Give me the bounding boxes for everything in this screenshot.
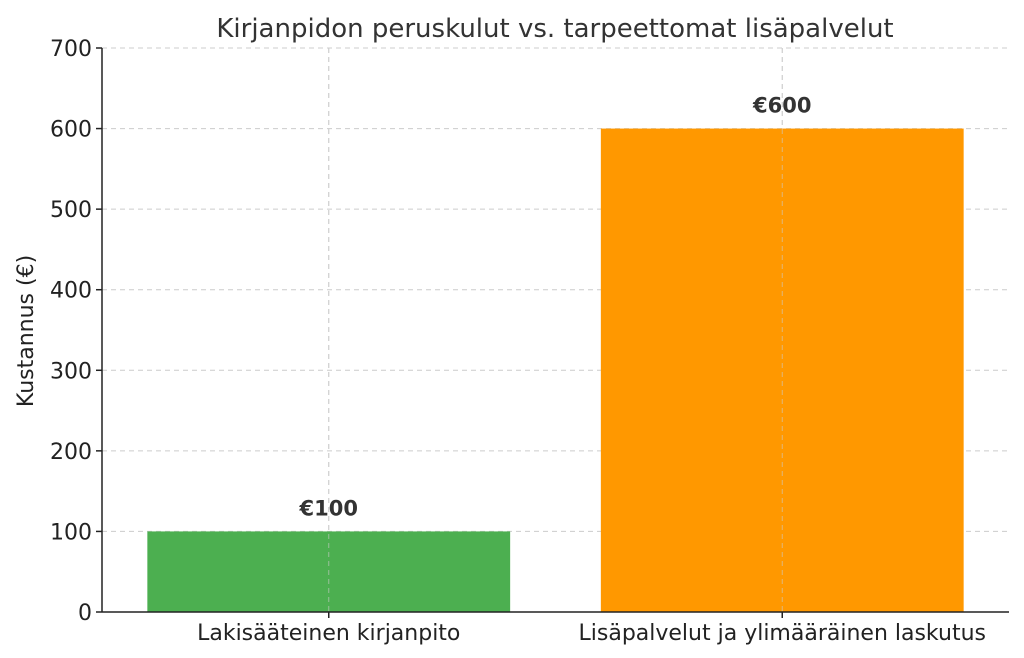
y-tick-label: 0: [78, 601, 92, 626]
y-tick-label: 400: [50, 279, 92, 304]
y-tick-label: 100: [50, 520, 92, 545]
axes: [96, 47, 1009, 618]
y-tick-label: 500: [50, 198, 92, 223]
y-tick-label: 300: [50, 359, 92, 384]
data-labels: €100€600: [299, 48, 811, 612]
x-tick-label: Lakisääteinen kirjanpito: [197, 621, 460, 646]
bar: [600, 128, 964, 613]
tick-labels: 0 100 200 300 400 500 600 700 Lakisääteinen kirj…: [50, 37, 986, 646]
y-tick-label: 700: [50, 37, 92, 62]
y-axis-label: Kustannus (€): [14, 255, 39, 407]
y-tick-label: 600: [50, 118, 92, 143]
chart-title: Kirjanpidon peruskulut vs. tarpeettomat …: [216, 14, 893, 44]
y-tick-label: 200: [50, 440, 92, 465]
x-tick-label: Lisäpalvelut ja ylimääräinen laskutus: [579, 621, 986, 646]
